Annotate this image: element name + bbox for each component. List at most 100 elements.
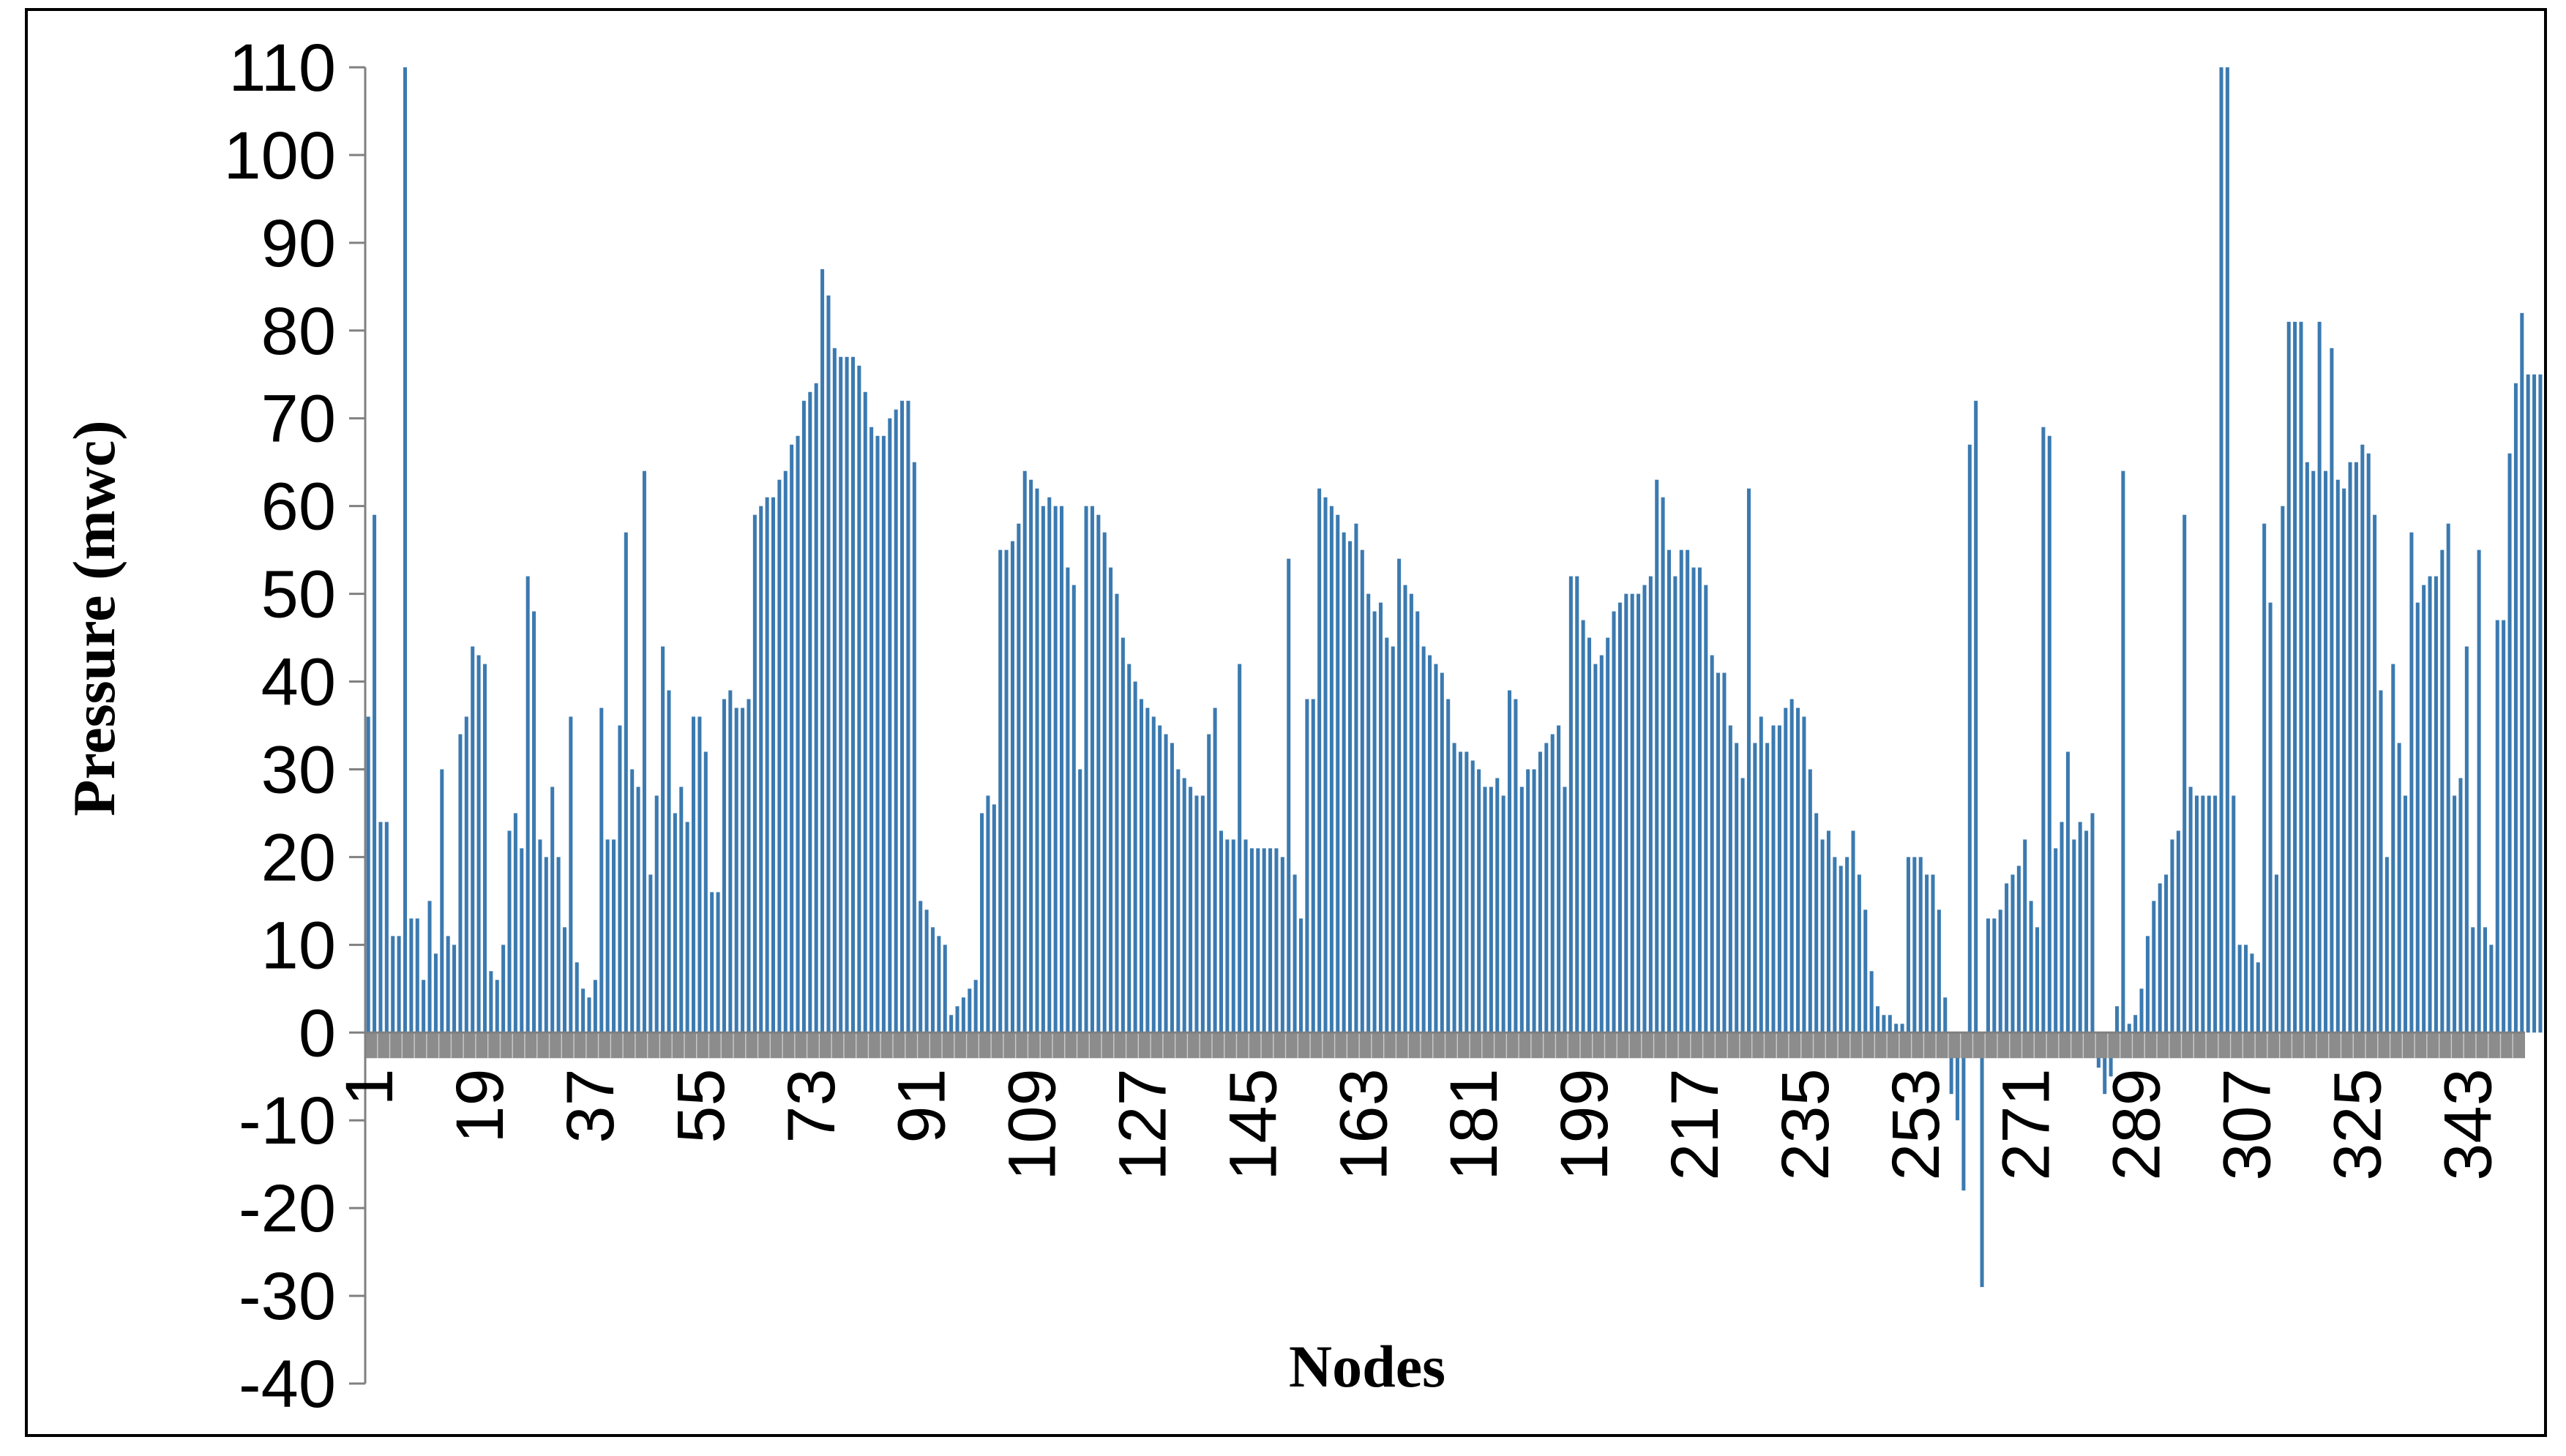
bar-node-212 (1661, 497, 1665, 1033)
bar-node-183 (1483, 787, 1487, 1033)
bar-node-72 (801, 400, 806, 1033)
bar-node-213 (1667, 549, 1672, 1033)
bar-node-265 (1986, 918, 1990, 1033)
bar-node-209 (1642, 585, 1647, 1033)
bar-node-286 (2114, 1006, 2120, 1033)
bar-node-207 (1630, 593, 1634, 1033)
x-tick-label: 235 (1768, 1068, 1843, 1181)
bar-node-180 (1465, 751, 1469, 1033)
bar-node-135 (1189, 787, 1193, 1033)
bar-node-354 (2532, 374, 2537, 1033)
bar-node-160 (1342, 532, 1346, 1033)
bar-node-290 (2139, 988, 2144, 1033)
bar-node-195 (1557, 725, 1561, 1033)
bar-node-122 (1109, 567, 1113, 1033)
bar-node-44 (630, 769, 635, 1033)
bar-node-190 (1526, 769, 1530, 1033)
bar-node-263 (1974, 400, 1978, 1033)
bar-node-302 (2213, 795, 2218, 1033)
bar-node-225 (1740, 778, 1745, 1033)
bar-node-232 (1784, 708, 1788, 1033)
bar-node-83 (869, 427, 874, 1033)
bar-node-217 (1691, 567, 1696, 1033)
bar-node-284 (2103, 1032, 2107, 1095)
bar-node-335 (2415, 602, 2420, 1033)
bar-node-47 (648, 874, 653, 1033)
bar-node-77 (832, 348, 837, 1033)
bar-node-80 (850, 356, 856, 1033)
bar-node-204 (1612, 611, 1616, 1033)
bar-node-55 (697, 716, 702, 1033)
bar-node-208 (1637, 593, 1641, 1033)
bar-node-156 (1317, 488, 1322, 1033)
bar-node-222 (1722, 672, 1727, 1033)
bar-node-181 (1470, 760, 1475, 1033)
bar-node-165 (1372, 611, 1377, 1033)
axes (364, 67, 2525, 1384)
bar-node-327 (2366, 453, 2371, 1033)
bar-node-244 (1857, 874, 1861, 1033)
floor-band (364, 1032, 2525, 1059)
bar-node-320 (2324, 470, 2328, 1033)
bar-node-349 (2502, 620, 2506, 1033)
bar-node-297 (2182, 514, 2187, 1033)
bar-node-95 (943, 945, 947, 1033)
bar-node-332 (2397, 743, 2401, 1033)
bar-node-345 (2477, 549, 2481, 1033)
bar-node-97 (955, 1006, 960, 1033)
bar-node-307 (2244, 945, 2248, 1033)
bar-node-348 (2495, 620, 2499, 1033)
bar-node-153 (1298, 918, 1303, 1033)
bar-node-258 (1943, 997, 1948, 1033)
bar-node-287 (2121, 470, 2125, 1033)
bar-node-49 (661, 646, 665, 1033)
bar-node-10 (422, 980, 426, 1033)
bar-node-13 (440, 769, 444, 1033)
bar-node-24 (507, 830, 512, 1033)
bar-node-67 (771, 497, 776, 1033)
bar-node-220 (1710, 655, 1714, 1033)
bar-node-53 (685, 822, 689, 1033)
bar-node-187 (1508, 690, 1512, 1033)
bar-node-344 (2471, 927, 2475, 1033)
x-tick-label: 145 (1216, 1068, 1290, 1181)
x-tick-label: 109 (995, 1068, 1070, 1181)
bar-node-81 (857, 365, 861, 1033)
y-tick-label: -30 (239, 1259, 336, 1334)
bar-node-347 (2489, 945, 2494, 1033)
bar-node-121 (1102, 532, 1107, 1033)
bar-node-189 (1519, 787, 1524, 1033)
bar-node-317 (2305, 462, 2309, 1033)
bar-node-98 (961, 997, 965, 1033)
bar-node-104 (998, 549, 1003, 1033)
bar-node-19 (476, 655, 481, 1033)
bar-node-88 (900, 400, 905, 1033)
bar-node-315 (2293, 321, 2297, 1033)
bar-node-25 (513, 813, 517, 1033)
x-tick-label: 163 (1326, 1068, 1401, 1181)
bar-node-17 (464, 716, 468, 1033)
x-tick-label: 127 (1106, 1068, 1181, 1181)
x-tick-label: 271 (1989, 1068, 2064, 1181)
bar-node-84 (875, 435, 880, 1033)
bar-node-116 (1071, 585, 1076, 1033)
bar-node-310 (2262, 523, 2267, 1033)
bar-node-182 (1477, 769, 1481, 1033)
y-tick-label: -40 (239, 1347, 336, 1422)
bar-node-292 (2152, 901, 2156, 1033)
bar-node-340 (2446, 523, 2450, 1033)
bar-node-193 (1544, 743, 1549, 1033)
x-tick-label: 289 (2100, 1068, 2174, 1181)
bar-node-128 (1145, 708, 1150, 1033)
bar-series (366, 67, 2543, 1288)
bar-node-275 (2047, 435, 2051, 1033)
bar-node-318 (2311, 470, 2316, 1033)
bar-node-174 (1428, 655, 1432, 1033)
bar-node-267 (1998, 909, 2002, 1033)
bar-node-339 (2440, 549, 2445, 1033)
bar-node-117 (1078, 769, 1082, 1033)
bar-node-65 (759, 506, 763, 1033)
y-tick-label: -10 (239, 1084, 336, 1158)
bar-node-102 (986, 795, 990, 1033)
